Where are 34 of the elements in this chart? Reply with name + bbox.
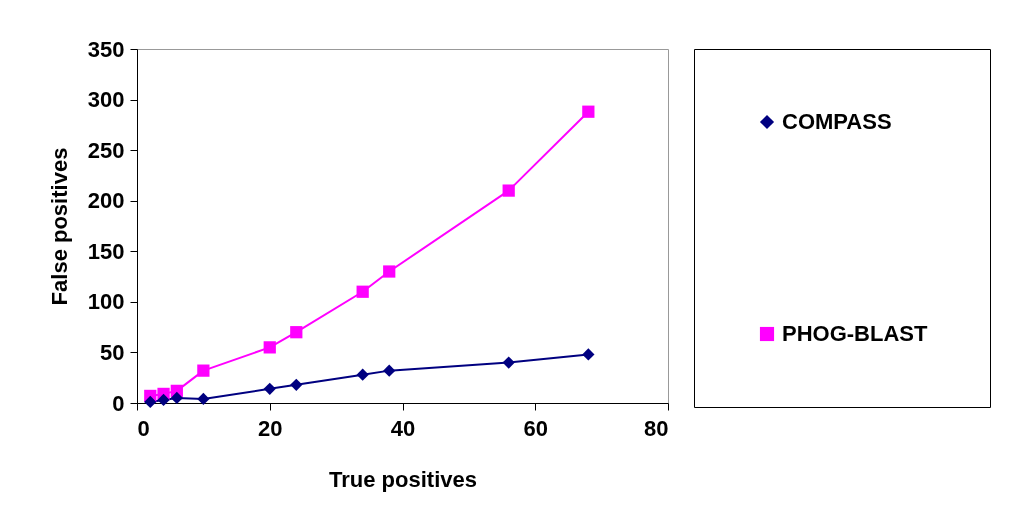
point [144,395,157,409]
y-tick-label: 100 [87,289,125,315]
legend-label: PHOG-BLAST [782,321,928,346]
point [502,184,515,197]
point [582,348,595,361]
x-tick-label: 0 [137,415,150,441]
point [290,378,303,391]
x-axis-title: True positives [329,466,477,492]
point [157,393,170,407]
point [356,368,369,381]
y-tick-label: 0 [112,390,125,416]
y-tick-label: 300 [87,87,125,113]
y-axis-title: False positives [46,147,72,306]
y-tick-label: 200 [87,188,125,214]
point [170,391,183,405]
point [263,341,276,354]
x-tick-label: 20 [258,415,283,441]
point [263,382,276,395]
y-tick-label: 250 [87,137,125,163]
legend-label: COMPASS [782,109,892,134]
y-tick-label: 50 [100,339,125,365]
point [197,364,210,377]
x-tick-label: 60 [523,415,548,441]
point [383,265,396,278]
point [502,356,515,369]
x-tick-label: 80 [644,415,669,441]
point [197,392,210,406]
point [582,105,595,118]
x-tick-label: 40 [390,415,416,441]
y-tick-label: 150 [87,238,125,264]
point [383,364,396,377]
point [290,326,303,339]
point [356,285,369,298]
y-tick-label: 350 [87,36,125,62]
